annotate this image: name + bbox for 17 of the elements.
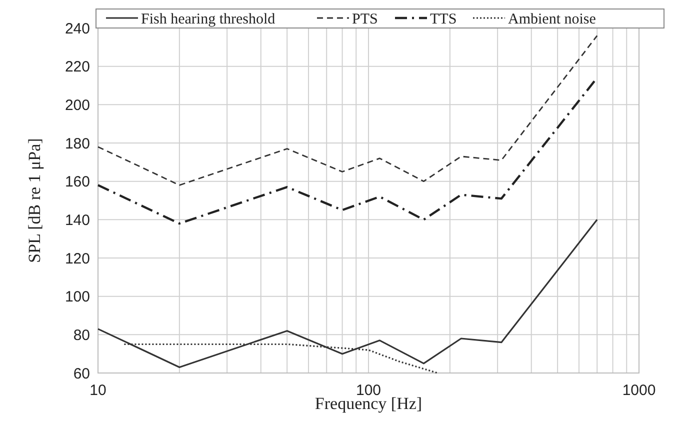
y-tick-label: 180 bbox=[64, 135, 90, 152]
y-tick-label: 100 bbox=[64, 288, 90, 306]
y-tick-label: 60 bbox=[73, 365, 90, 382]
y-axis-title: SPL [dB re 1 μPa] bbox=[25, 138, 44, 263]
y-tick-label: 220 bbox=[64, 58, 90, 76]
x-tick-label: 1000 bbox=[622, 382, 656, 399]
legend-label: TTS bbox=[430, 11, 457, 28]
x-tick-label: 10 bbox=[90, 382, 106, 399]
y-tick-label: 200 bbox=[64, 96, 90, 114]
y-tick-label: 80 bbox=[73, 326, 90, 344]
legend-label: Fish hearing threshold bbox=[141, 11, 276, 28]
y-tick-label: 240 bbox=[64, 20, 90, 38]
legend-label: Ambient noise bbox=[508, 11, 596, 28]
legend-label: PTS bbox=[352, 11, 378, 28]
y-tick-label: 160 bbox=[64, 174, 90, 191]
y-tick-label: 120 bbox=[64, 250, 90, 268]
y-tick-label: 140 bbox=[64, 212, 90, 229]
